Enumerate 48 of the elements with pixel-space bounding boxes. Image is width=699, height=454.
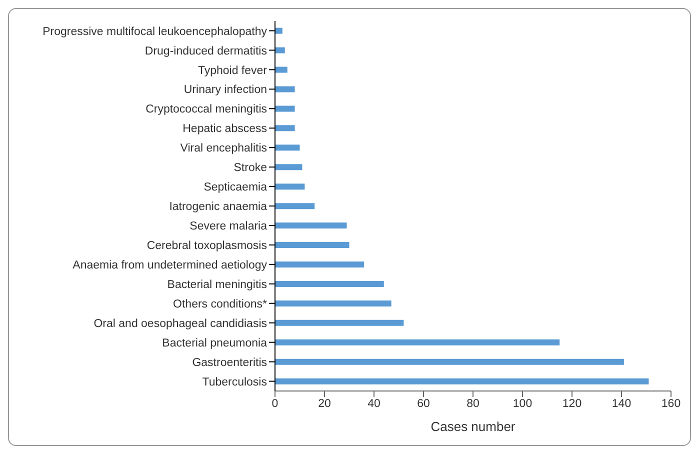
- bar: [275, 300, 392, 306]
- x-tick-label: 60: [417, 398, 430, 410]
- y-tick-label: Others conditions*: [173, 298, 268, 310]
- bar: [275, 47, 285, 54]
- bar: [275, 106, 295, 112]
- bar: [275, 164, 302, 170]
- x-tick-label: 0: [272, 398, 278, 410]
- x-tick-label: 20: [318, 398, 331, 410]
- y-tick-label: Hepatic abscess: [182, 123, 268, 136]
- x-tick-label: 80: [466, 398, 480, 410]
- x-tick-label: 140: [612, 398, 632, 410]
- y-tick-label: Severe malaria: [190, 220, 268, 233]
- bar: [275, 222, 347, 229]
- y-tick-label: Bacterial meningitis: [167, 278, 268, 291]
- y-tick-label: Septicaemia: [204, 182, 268, 194]
- bar: [275, 144, 300, 151]
- y-tick-label: Viral encephalitis: [180, 142, 268, 155]
- bar: [275, 125, 295, 132]
- x-tick-label: 160: [661, 398, 681, 410]
- bar: [275, 86, 295, 92]
- bar: [275, 280, 384, 287]
- y-tick-label: Bacterial pneumonia: [162, 337, 268, 350]
- y-tick-label: Anaemia from undetermined aetiology: [72, 260, 268, 272]
- y-tick-label: Drug-induced dermatitis: [144, 45, 268, 58]
- bar: [275, 203, 315, 210]
- bar: [275, 242, 350, 248]
- y-tick-label: Oral and oesophageal candidiasis: [94, 318, 268, 330]
- bar: [275, 28, 282, 34]
- y-tick-label: Stroke: [234, 162, 267, 174]
- y-tick-label: Iatrogenic anaemia: [169, 201, 268, 214]
- y-tick-label: Progressive multifocal leukoencephalopathy: [42, 26, 268, 38]
- bar: [275, 339, 560, 346]
- y-tick-label: Urinary infection: [184, 84, 267, 96]
- bar: [275, 184, 305, 190]
- x-tick-label: 100: [512, 398, 532, 410]
- y-tick-label: Gastroenteritis: [192, 356, 268, 369]
- bar: [275, 262, 364, 268]
- bar: [275, 320, 404, 326]
- x-axis-title: Cases number: [430, 419, 516, 434]
- x-tick-label: 120: [562, 398, 582, 410]
- y-tick-label: Cerebral toxoplasmosis: [146, 240, 268, 252]
- bar: [275, 358, 624, 365]
- y-tick-label: Tuberculosis: [202, 376, 268, 388]
- y-tick-label: Typhoid fever: [198, 64, 268, 77]
- bar: [275, 378, 649, 384]
- y-tick-label: Cryptococcal meningitis: [146, 104, 268, 116]
- bar: [275, 66, 288, 73]
- x-tick-label: 40: [368, 398, 380, 410]
